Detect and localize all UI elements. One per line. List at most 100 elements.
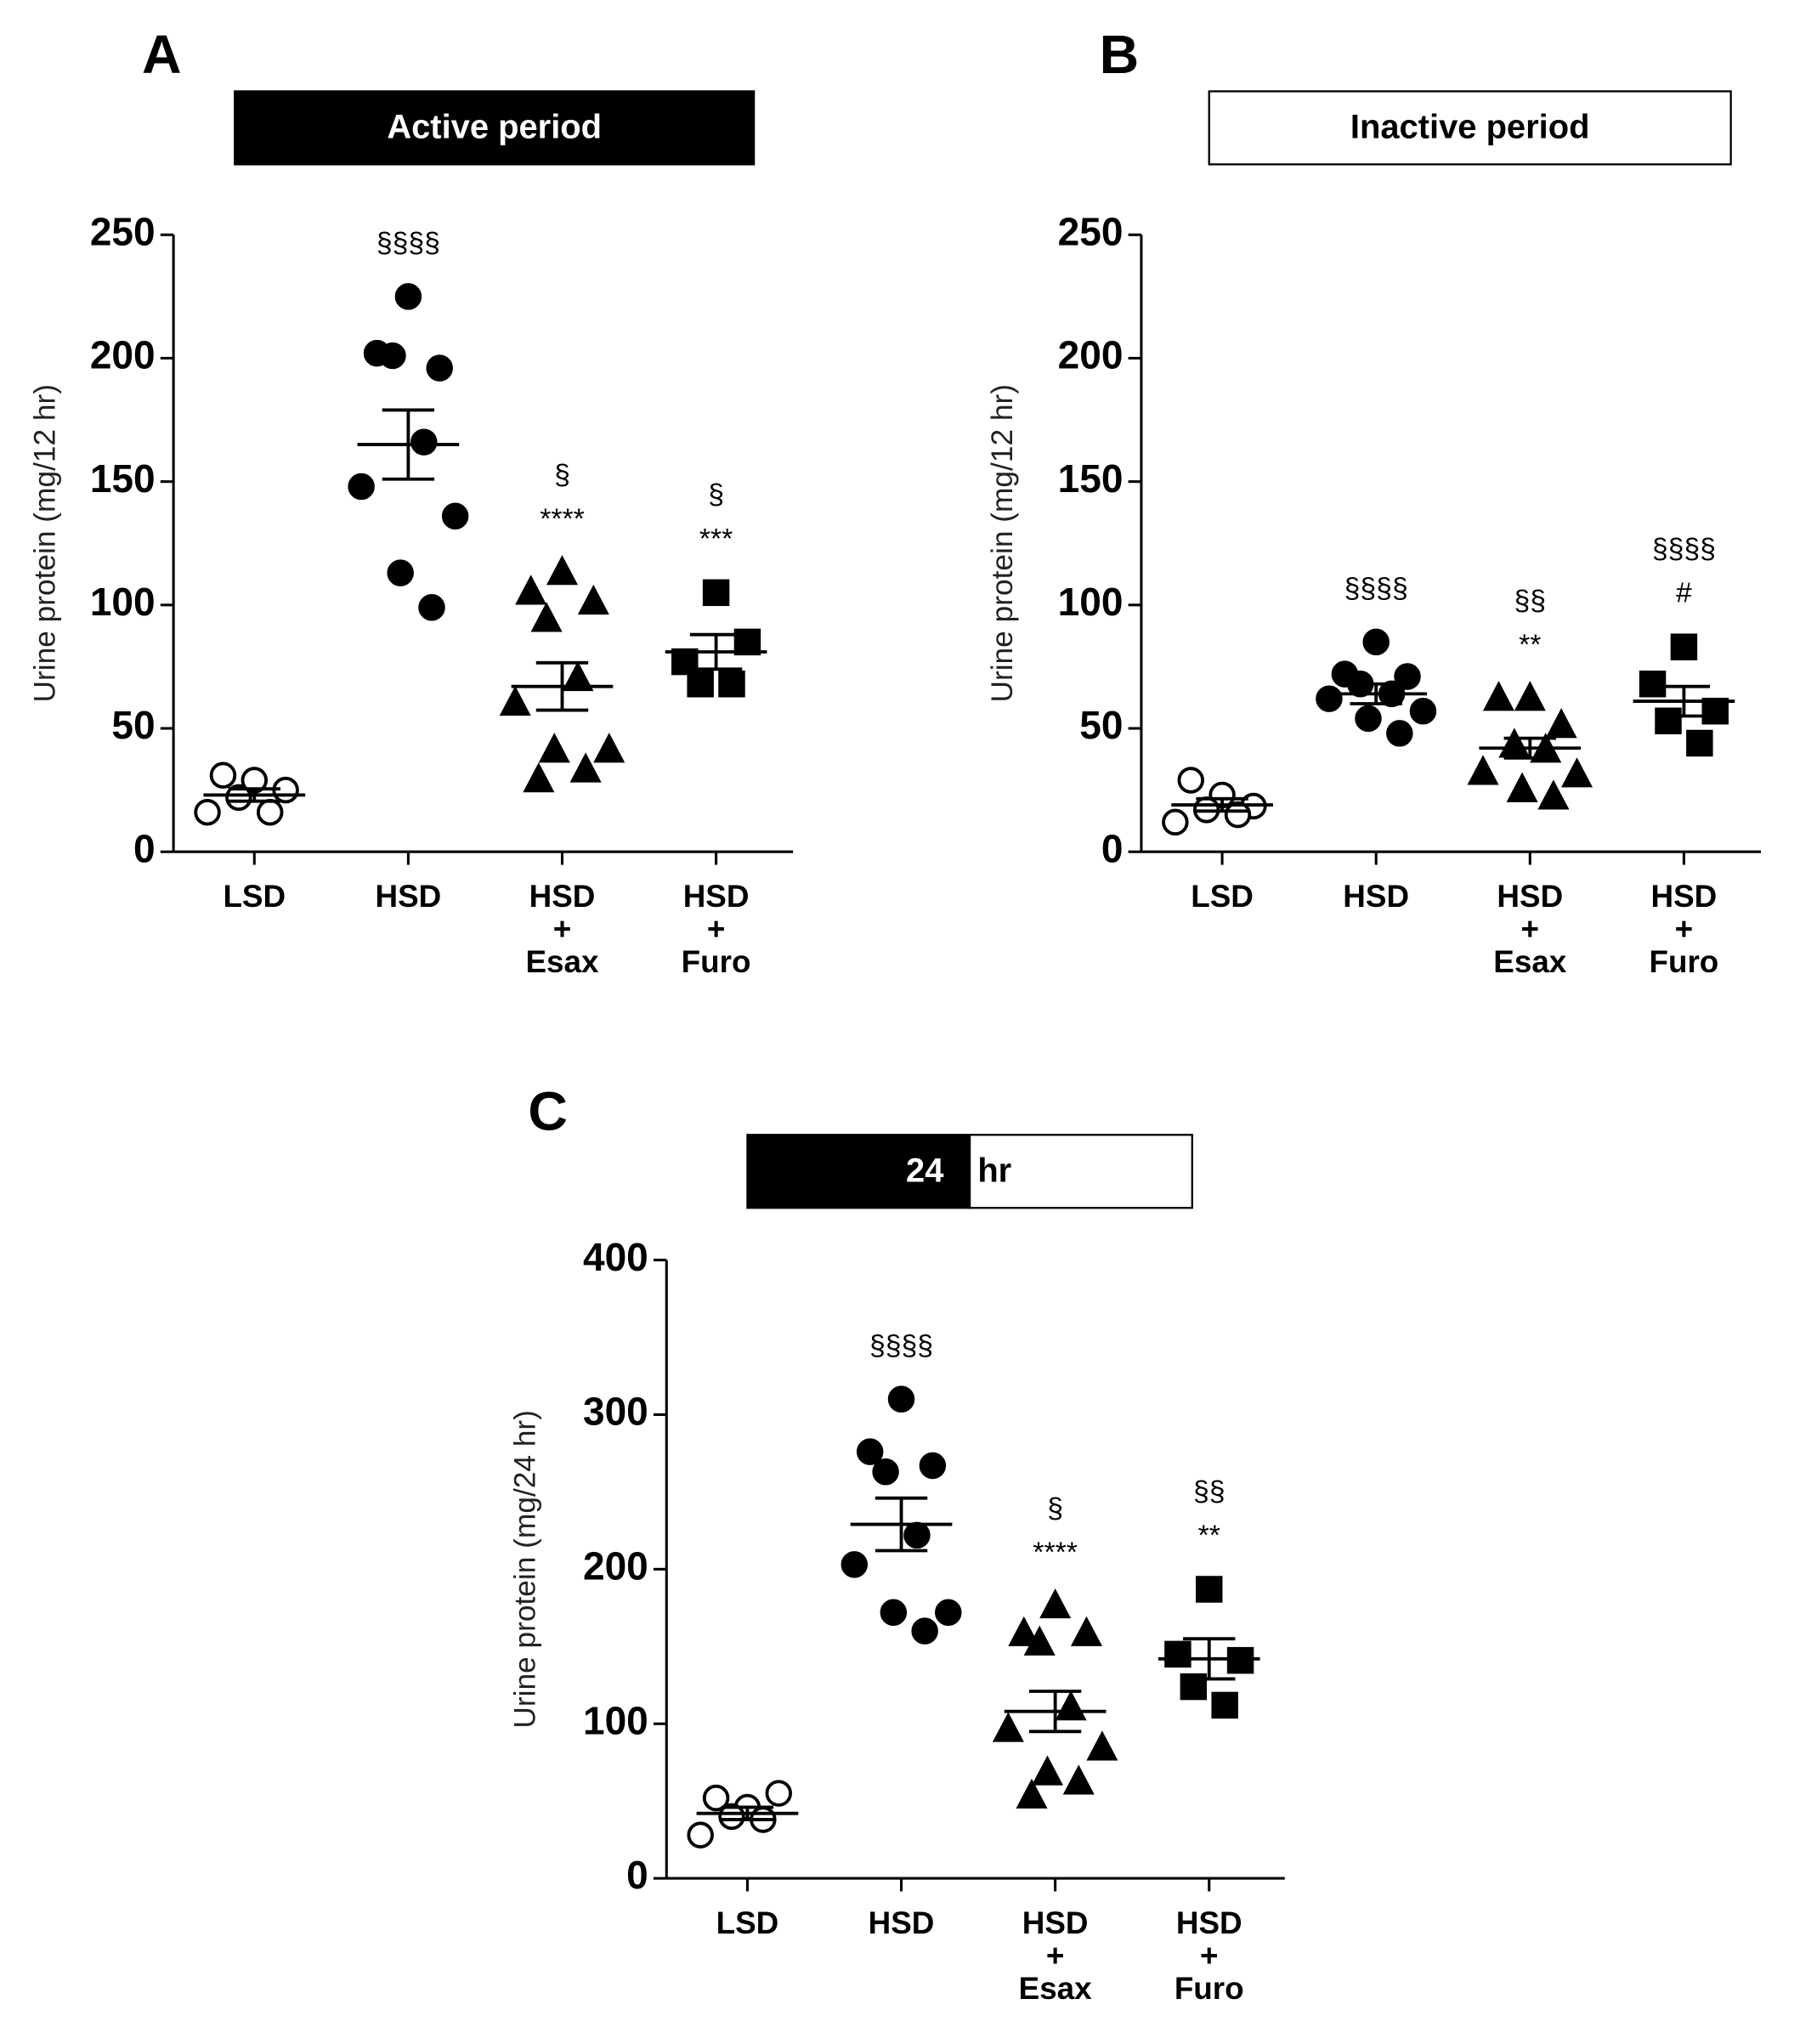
significance-label: ** bbox=[1198, 1520, 1220, 1552]
x-tick-label: HSD bbox=[869, 1905, 935, 1940]
data-point bbox=[530, 602, 563, 632]
header-bar bbox=[234, 90, 756, 166]
data-point bbox=[1655, 707, 1682, 735]
data-point bbox=[1670, 633, 1698, 660]
data-point bbox=[1016, 1778, 1048, 1809]
x-tick-label: LSD bbox=[716, 1905, 779, 1940]
significance-label: # bbox=[1676, 577, 1692, 609]
data-point bbox=[687, 1821, 714, 1849]
x-tick-label: Furo bbox=[1175, 1971, 1244, 2006]
data-point bbox=[538, 733, 570, 763]
data-point bbox=[515, 575, 547, 605]
x-tick-label: HSD bbox=[683, 879, 750, 914]
panel-letter: C bbox=[528, 1080, 568, 1141]
data-point bbox=[1409, 697, 1437, 725]
data-point bbox=[1211, 1691, 1238, 1719]
header-bar bbox=[968, 1134, 1193, 1209]
x-tick-label: HSD bbox=[376, 879, 442, 914]
x-tick-label: + bbox=[1046, 1938, 1065, 1973]
x-tick-label: + bbox=[553, 912, 572, 947]
data-point bbox=[1023, 1625, 1056, 1656]
data-point bbox=[562, 660, 594, 692]
y-tick-label: 200 bbox=[90, 333, 156, 377]
y-tick-label: 250 bbox=[1058, 209, 1124, 253]
data-point bbox=[1498, 728, 1531, 758]
x-tick-label: HSD bbox=[529, 879, 596, 914]
significance-label: **** bbox=[540, 503, 585, 535]
y-tick-label: 100 bbox=[1058, 580, 1124, 624]
data-point bbox=[1039, 1588, 1072, 1619]
data-point bbox=[1055, 1690, 1087, 1721]
data-point bbox=[379, 342, 406, 370]
data-point bbox=[1224, 801, 1252, 829]
data-point bbox=[1386, 720, 1413, 747]
data-point bbox=[880, 1599, 908, 1626]
significance-label: §§§§ bbox=[869, 1329, 933, 1362]
data-point bbox=[256, 799, 284, 826]
data-point bbox=[718, 671, 745, 698]
data-point bbox=[225, 784, 252, 812]
data-point bbox=[872, 1458, 899, 1486]
y-tick-label: 400 bbox=[583, 1235, 648, 1279]
x-tick-label: + bbox=[1675, 912, 1694, 947]
x-tick-label: + bbox=[707, 912, 726, 947]
data-point bbox=[441, 502, 469, 530]
data-point bbox=[1162, 808, 1189, 836]
data-point bbox=[1070, 1616, 1102, 1646]
data-point bbox=[194, 799, 221, 826]
y-tick-label: 0 bbox=[626, 1853, 648, 1897]
y-tick-label: 50 bbox=[1079, 703, 1123, 747]
y-axis-label: Urine protein (mg/24 hr) bbox=[508, 1410, 541, 1729]
x-tick-label: LSD bbox=[1191, 879, 1254, 914]
significance-label: *** bbox=[699, 523, 733, 555]
data-point bbox=[1362, 628, 1390, 656]
significance-label: §§§§ bbox=[1344, 572, 1408, 604]
header-text: Inactive period bbox=[1350, 108, 1590, 145]
data-point bbox=[569, 752, 602, 783]
data-point bbox=[1062, 1764, 1095, 1795]
significance-label: §§§§ bbox=[376, 226, 440, 258]
data-point bbox=[702, 1784, 730, 1812]
x-tick-label: HSD bbox=[1022, 1905, 1089, 1940]
x-tick-label: HSD bbox=[1651, 879, 1718, 914]
significance-label: **** bbox=[1033, 1537, 1078, 1569]
data-point bbox=[887, 1385, 915, 1413]
x-tick-label: Esax bbox=[1019, 1971, 1093, 2006]
data-point bbox=[992, 1712, 1024, 1742]
header-text: hr bbox=[977, 1152, 1011, 1189]
data-point bbox=[523, 762, 555, 793]
x-tick-label: Esax bbox=[1493, 944, 1567, 979]
data-point bbox=[1031, 1755, 1063, 1786]
significance-label: §§ bbox=[1193, 1475, 1225, 1507]
data-point bbox=[1506, 772, 1538, 802]
x-tick-label: + bbox=[1521, 912, 1540, 947]
x-tick-label: Furo bbox=[1649, 944, 1718, 979]
data-point bbox=[687, 671, 714, 698]
data-point bbox=[418, 594, 445, 621]
data-point bbox=[410, 428, 438, 456]
data-point bbox=[718, 1803, 745, 1831]
header-text: 24 bbox=[906, 1152, 943, 1189]
data-point bbox=[935, 1599, 962, 1626]
y-tick-label: 100 bbox=[90, 580, 156, 624]
data-point bbox=[765, 1780, 792, 1807]
y-tick-label: 100 bbox=[583, 1698, 648, 1742]
x-tick-label: + bbox=[1200, 1938, 1219, 1973]
data-point bbox=[1686, 729, 1713, 757]
x-tick-label: Furo bbox=[682, 944, 751, 979]
panel-letter: B bbox=[1100, 24, 1140, 85]
data-point bbox=[919, 1452, 947, 1480]
header-text: Active period bbox=[387, 108, 602, 145]
y-tick-label: 300 bbox=[583, 1390, 648, 1434]
significance-label: §§§§ bbox=[1652, 533, 1716, 565]
data-point bbox=[1482, 681, 1514, 711]
data-point bbox=[1639, 671, 1667, 698]
data-point bbox=[1164, 1640, 1192, 1668]
x-tick-label: HSD bbox=[1497, 879, 1563, 914]
data-point bbox=[1561, 757, 1593, 788]
y-tick-label: 150 bbox=[1058, 456, 1124, 501]
data-point bbox=[1177, 767, 1204, 794]
data-point bbox=[911, 1617, 938, 1645]
data-point bbox=[1008, 1616, 1040, 1646]
